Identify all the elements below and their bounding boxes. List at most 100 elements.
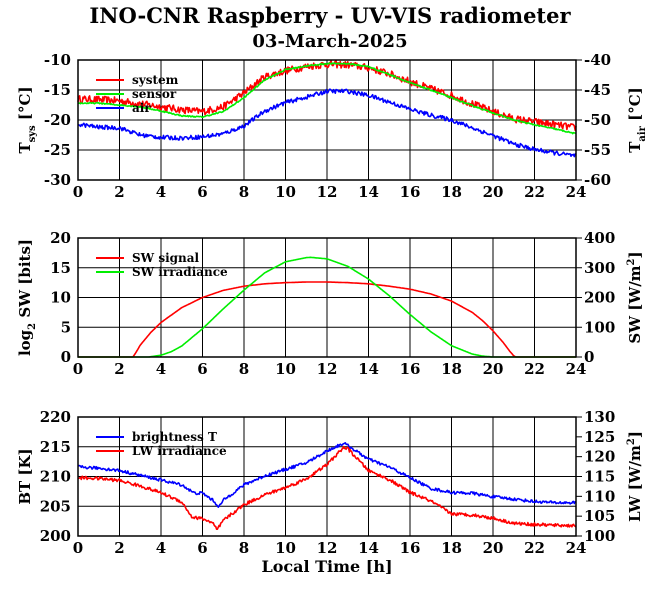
y-tick-label-left: 15: [50, 259, 71, 277]
y-tick-label-right: 300: [584, 259, 615, 277]
x-tick-label: 18: [441, 183, 462, 201]
x-tick-label: 22: [524, 183, 545, 201]
plot-frame: [77, 237, 577, 358]
y-tick-label-left: 205: [40, 497, 71, 515]
legend-label: sensor: [132, 87, 177, 101]
x-tick-label: 18: [441, 360, 462, 378]
x-tick-label: 0: [73, 539, 83, 557]
y-tick-label-left: 0: [61, 348, 71, 366]
y-tick-label-left: 200: [40, 527, 71, 545]
series-line-2-1: [78, 281, 577, 358]
x-tick-label: 12: [317, 360, 338, 378]
series-line-1-2: [77, 62, 577, 135]
y-tick-label-right: 130: [584, 408, 615, 426]
x-tick-label: 2: [114, 360, 124, 378]
x-tick-label: 14: [358, 539, 379, 557]
x-tick-label: 16: [400, 539, 421, 557]
series-line-1-3: [77, 88, 577, 158]
x-tick-label: 10: [275, 539, 296, 557]
x-tick-label: 0: [73, 183, 83, 201]
x-tick-label: 10: [275, 360, 296, 378]
y-tick-label-right: 100: [584, 318, 615, 336]
y-tick-label-right: 400: [584, 229, 615, 247]
x-tick-label: 16: [400, 183, 421, 201]
y-tick-label-left: 220: [40, 408, 71, 426]
y-axis-label-right: Tair [°C]: [626, 87, 648, 153]
x-tick-label: 4: [156, 360, 166, 378]
x-tick-label: 22: [524, 360, 545, 378]
legend-label: SW irradiance: [132, 265, 228, 279]
plot-frame: [77, 416, 577, 537]
y-tick-label-right: 115: [584, 468, 615, 486]
y-tick-label-right: 200: [584, 289, 615, 307]
y-tick-label-left: -25: [44, 141, 71, 159]
y-tick-label-right: -50: [584, 111, 611, 129]
y-axis-label-left: log2 SW [bits]: [16, 239, 38, 356]
x-tick-label: 6: [197, 360, 207, 378]
x-axis-label: Local Time [h]: [261, 557, 392, 576]
y-tick-label-left: -20: [44, 111, 71, 129]
y-tick-label-right: 100: [584, 527, 615, 545]
y-tick-label-left: -10: [44, 51, 71, 69]
y-tick-label-right: 110: [584, 487, 615, 505]
x-tick-label: 6: [197, 539, 207, 557]
x-tick-label: 8: [239, 183, 249, 201]
series-line-3-1: [77, 441, 577, 509]
chart-panel-1: 0 2 4 6 8 10 12 14 16 18 20 22 24-30-25-20-15-10-60-…: [44, 51, 611, 201]
x-tick-label: 18: [441, 539, 462, 557]
x-tick-label: 2: [114, 183, 124, 201]
y-tick-label-right: 125: [584, 428, 615, 446]
series-line-1-1: [77, 59, 577, 132]
legend-label: brightness T: [132, 430, 217, 444]
y-tick-label-left: 5: [61, 318, 71, 336]
x-tick-label: 10: [275, 183, 296, 201]
y-tick-label-left: -30: [44, 171, 71, 189]
x-tick-label: 12: [317, 183, 338, 201]
x-tick-label: 20: [483, 539, 504, 557]
x-tick-label: 24: [566, 360, 587, 378]
y-tick-label-right: 105: [584, 507, 615, 525]
y-tick-label-left: 210: [40, 468, 71, 486]
y-tick-label-right: -55: [584, 141, 611, 159]
x-tick-label: 24: [566, 539, 587, 557]
plot-frame: [77, 59, 577, 181]
x-tick-label: 2: [114, 539, 124, 557]
chart-title: INO-CNR Raspberry - UV-VIS radiometer: [89, 3, 571, 28]
y-tick-label-right: -45: [584, 81, 611, 99]
x-tick-label: 22: [524, 539, 545, 557]
x-tick-label: 14: [358, 183, 379, 201]
x-tick-label: 8: [239, 539, 249, 557]
y-tick-label-left: 10: [50, 289, 71, 307]
legend-label: LW irradiance: [132, 444, 227, 458]
y-axis-label-right: SW [W/m2]: [626, 251, 644, 343]
legend-label: air: [132, 101, 151, 115]
y-tick-label-right: 120: [584, 448, 615, 466]
series-line-3-2: [77, 445, 577, 531]
chart-panel-3: 0 2 4 6 8 10 12 14 16 18 20 22 242002052102152201001…: [40, 408, 616, 576]
legend-label: SW signal: [132, 251, 200, 265]
chart-date: 03-March-2025: [252, 31, 408, 52]
y-axis-label-left: Tsys [°C]: [16, 86, 38, 153]
x-tick-label: 12: [317, 539, 338, 557]
x-tick-label: 0: [73, 360, 83, 378]
y-tick-label-right: -40: [584, 51, 611, 69]
x-tick-label: 8: [239, 360, 249, 378]
y-tick-label-left: 215: [40, 438, 71, 456]
x-tick-label: 4: [156, 183, 166, 201]
legend-label: system: [132, 73, 179, 87]
y-axis-label-left: BT [K]: [16, 448, 34, 504]
y-tick-label-right: 0: [584, 348, 594, 366]
y-axis-label-right: LW [W/m2]: [626, 431, 644, 522]
chart-panel-2: 0 2 4 6 8 10 12 14 16 18 20 22 240510152001002003004…: [50, 229, 615, 378]
x-tick-label: 20: [483, 183, 504, 201]
x-tick-label: 16: [400, 360, 421, 378]
y-tick-label-left: -15: [44, 81, 71, 99]
y-tick-label-right: -60: [584, 171, 611, 189]
x-tick-label: 24: [566, 183, 587, 201]
x-tick-label: 14: [358, 360, 379, 378]
y-tick-label-left: 20: [50, 229, 71, 247]
x-tick-label: 20: [483, 360, 504, 378]
x-tick-label: 6: [197, 183, 207, 201]
